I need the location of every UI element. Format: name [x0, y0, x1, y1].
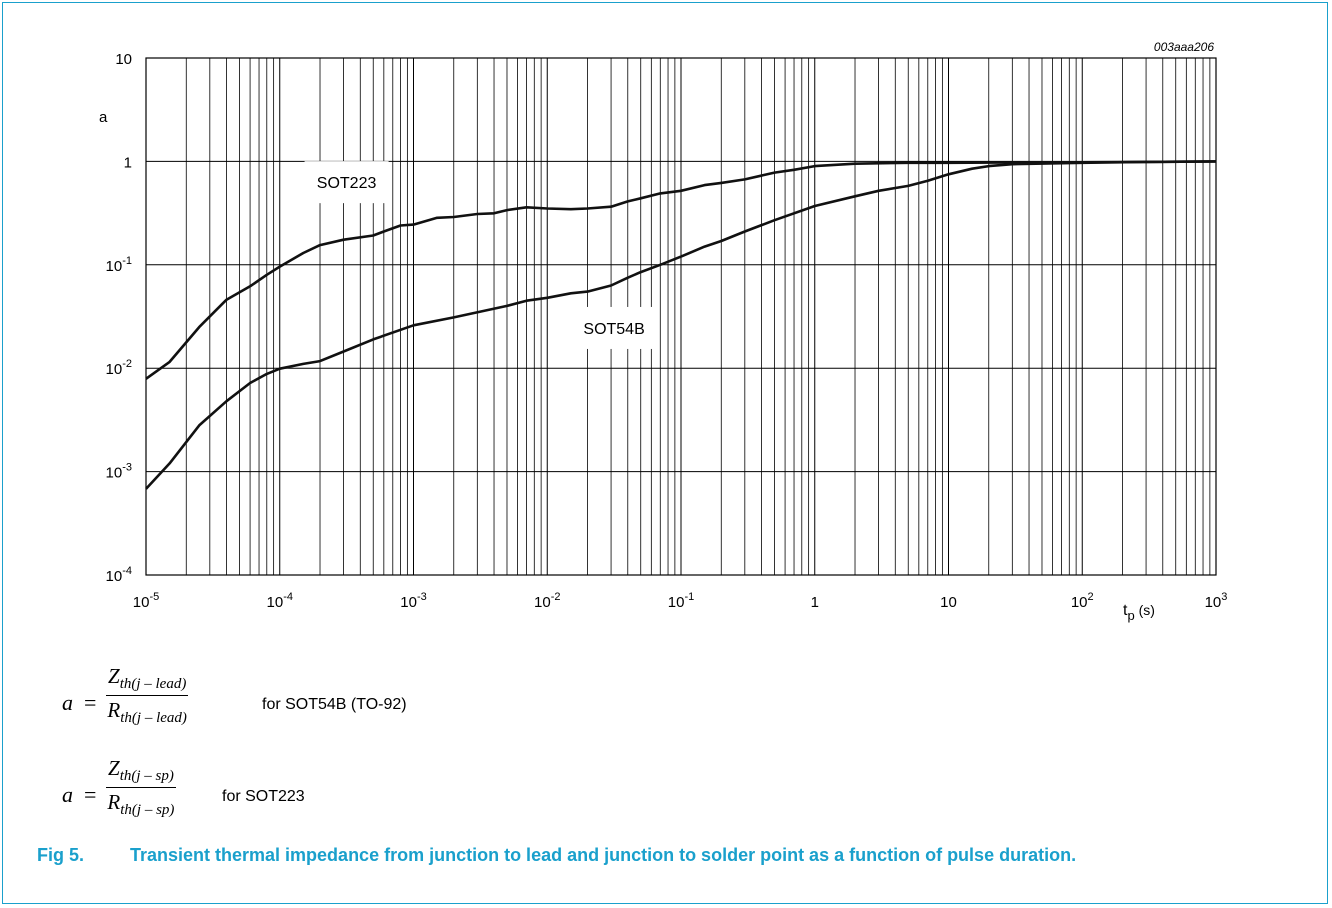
y-tick-label: 10-4 — [106, 565, 132, 585]
formula-denominator: Rth(j – sp) — [107, 790, 175, 819]
y-tick-label: 10-2 — [106, 358, 132, 378]
x-tick-label: 103 — [1205, 591, 1228, 611]
y-axis-label: a — [99, 109, 108, 126]
chart-grid — [145, 57, 1217, 576]
y-tick-label: 10 — [115, 51, 132, 68]
figure-code: 003aaa206 — [1154, 40, 1214, 54]
figure-caption-text: Transient thermal impedance from junctio… — [130, 845, 1077, 865]
x-tick-label: 10-2 — [534, 591, 560, 611]
formula-fraction: Zth(j – sp) Rth(j – sp) — [106, 756, 176, 819]
x-tick-label: 10-1 — [668, 591, 694, 611]
series-label-bg — [572, 306, 657, 349]
series-label-sot54b: SOT54B — [583, 321, 644, 338]
formula-numerator: Zth(j – lead) — [106, 664, 189, 697]
formula-numerator: Zth(j – sp) — [106, 756, 176, 789]
x-axis-label: tp (s) — [1123, 602, 1155, 623]
series-line-sot54b — [145, 160, 1217, 490]
y-tick-label: 10-3 — [106, 462, 132, 482]
x-tick-label: 10-5 — [133, 591, 159, 611]
formula-description: for SOT223 — [222, 788, 305, 805]
y-tick-label: 10-1 — [106, 255, 132, 275]
formula-lhs: a = — [62, 690, 97, 715]
series-label-bg — [304, 161, 389, 204]
x-tick-label: 10 — [940, 594, 957, 611]
x-tick-label: 102 — [1071, 591, 1094, 611]
x-tick-label: 10-4 — [267, 591, 293, 611]
x-tick-label: 1 — [811, 594, 819, 611]
plot-frame — [145, 57, 1217, 576]
series-layer — [145, 160, 1217, 490]
figure-number: Fig 5. — [37, 845, 85, 865]
x-tick-label: 10-3 — [400, 591, 426, 611]
series-label-sot223: SOT223 — [317, 175, 377, 192]
series-line-sot223 — [145, 160, 1217, 380]
y-tick-label: 1 — [124, 154, 132, 171]
formula-fraction: Zth(j – lead) Rth(j – lead) — [106, 664, 189, 727]
formula-lhs: a = — [62, 782, 97, 807]
formula-denominator: Rth(j – lead) — [107, 698, 187, 727]
formula-description: for SOT54B (TO-92) — [262, 696, 407, 713]
